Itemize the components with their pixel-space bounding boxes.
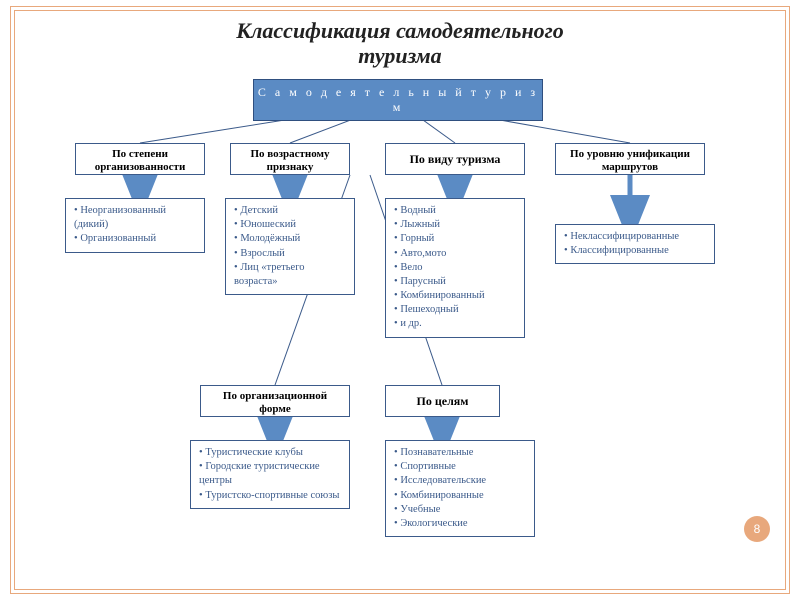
list-item: Неорганизованный (дикий) (74, 204, 199, 232)
category-box-organization-level: По степени организованности (75, 143, 205, 175)
bullets-route-unification: НеклассифицированныеКлассифицированные (555, 224, 715, 264)
title-line-2: туризма (358, 43, 441, 68)
category-box-org-form: По организационной форме (200, 385, 350, 417)
list-item: Лиц «третьего возраста» (234, 261, 349, 289)
list-item: Классифицированные (564, 244, 709, 258)
list-item: Водный (394, 204, 519, 218)
list-item: Взрослый (234, 247, 349, 261)
list-item: Лыжный (394, 218, 519, 232)
list-item: Авто,мото (394, 247, 519, 261)
list-item: Молодёжный (234, 232, 349, 246)
list-item: Учебные (394, 503, 529, 517)
list-item: Юношеский (234, 218, 349, 232)
bullets-organization-level: Неорганизованный (дикий)Организованный (65, 198, 205, 253)
list-item: Детский (234, 204, 349, 218)
list-item: и др. (394, 317, 519, 331)
list-item: Пешеходный (394, 303, 519, 317)
list-item: Вело (394, 261, 519, 275)
list-item: Организованный (74, 232, 199, 246)
list-item: Спортивные (394, 460, 529, 474)
category-box-age: По возрастному признаку (230, 143, 350, 175)
list-item: Туристические клубы (199, 446, 344, 460)
root-node: С а м о д е я т е л ь н ы й т у р и з м (253, 79, 543, 121)
list-item: Туристско-спортивные союзы (199, 489, 344, 503)
list-item: Неклассифицированные (564, 230, 709, 244)
root-label: С а м о д е я т е л ь н ы й т у р и з м (258, 85, 538, 114)
list-item: Исследовательские (394, 474, 529, 488)
bullets-age: ДетскийЮношескийМолодёжныйВзрослыйЛиц «т… (225, 198, 355, 295)
list-item: Городские туристические центры (199, 460, 344, 488)
category-box-tourism-type: По виду туризма (385, 143, 525, 175)
category-box-route-unification: По уровню унификации маршрутов (555, 143, 705, 175)
page-number-badge: 8 (744, 516, 770, 542)
bullets-org-form: Туристические клубыГородские туристическ… (190, 440, 350, 509)
list-item: Горный (394, 232, 519, 246)
list-item: Экологические (394, 517, 529, 531)
bullets-tourism-type: ВодныйЛыжныйГорныйАвто,мотоВелоПарусныйК… (385, 198, 525, 338)
list-item: Парусный (394, 275, 519, 289)
category-box-goals: По целям (385, 385, 500, 417)
page-title: Классификация самодеятельного туризма (0, 18, 800, 69)
bullets-goals: ПознавательныеСпортивныеИсследовательски… (385, 440, 535, 537)
list-item: Комбинированный (394, 289, 519, 303)
list-item: Познавательные (394, 446, 529, 460)
list-item: Комбинированные (394, 489, 529, 503)
title-line-1: Классификация самодеятельного (236, 18, 564, 43)
